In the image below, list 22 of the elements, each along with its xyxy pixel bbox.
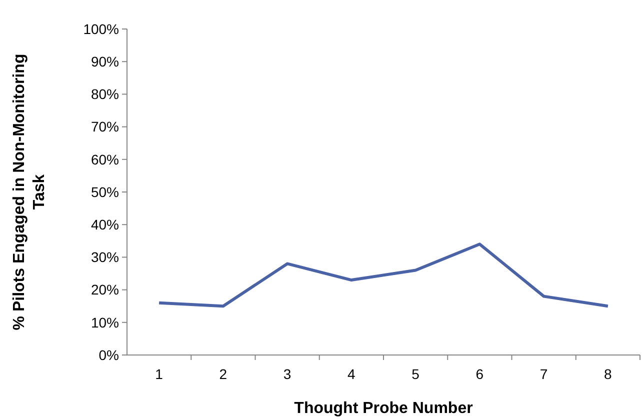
x-axis-title: Thought Probe Number (294, 400, 473, 417)
y-tick-label: 20% (90, 282, 119, 298)
x-tick-label: 1 (155, 366, 164, 382)
x-tick-label: 7 (540, 366, 548, 382)
x-tick-label: 6 (476, 366, 484, 382)
line-series (158, 242, 610, 308)
y-tick-label: 100% (83, 20, 119, 37)
x-tick-label: 2 (219, 366, 228, 382)
y-tick-label: 60% (90, 151, 119, 168)
x-tick-label: 4 (348, 366, 356, 382)
x-tick-label: 8 (604, 366, 612, 382)
y-tick-label: 50% (90, 184, 119, 200)
y-tick-label: 70% (90, 118, 119, 135)
y-axis-title: % Pilots Engaged in Non-Monitoring Task (11, 54, 48, 330)
y-tick-label: 30% (90, 249, 119, 266)
y-tick-label: 80% (90, 86, 119, 102)
x-tick-label: 3 (283, 366, 292, 382)
x-tick-label: 5 (412, 366, 420, 382)
y-tick-label: 10% (90, 314, 119, 330)
y-tick-label: 90% (90, 54, 119, 70)
y-tick-label: 40% (90, 216, 119, 232)
y-tick-label: 0% (98, 346, 119, 363)
